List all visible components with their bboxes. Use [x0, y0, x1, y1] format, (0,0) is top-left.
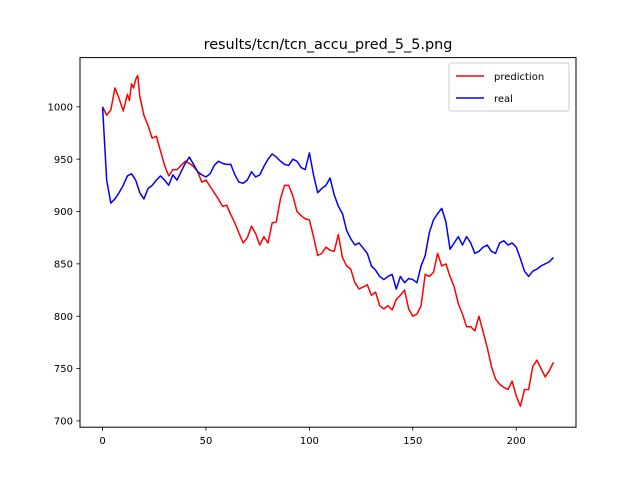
y-tick-label: 800	[54, 312, 73, 323]
series-line-prediction	[101, 74, 555, 408]
y-tick-label: 850	[54, 259, 73, 270]
legend-label-real: real	[494, 94, 513, 105]
chart-title: results/tcn/tcn_accu_pred_5_5.png	[204, 37, 453, 53]
y-tick-label: 900	[54, 207, 73, 218]
y-tick-label: 1000	[48, 102, 73, 113]
legend-box	[448, 62, 570, 112]
plot-area	[79, 57, 577, 428]
x-tick-label: 50	[200, 436, 213, 447]
x-tick-label: 100	[300, 436, 319, 447]
x-tick-label: 0	[99, 436, 105, 447]
y-tick-label: 950	[54, 155, 73, 166]
x-axis: 0 50 100 150 200	[99, 427, 526, 447]
legend-label-prediction: prediction	[494, 72, 544, 83]
y-tick-label: 750	[54, 364, 73, 375]
y-tick-label: 700	[54, 417, 73, 428]
series-line-real	[101, 106, 554, 290]
legend: prediction real	[448, 62, 570, 112]
x-tick-label: 150	[403, 436, 422, 447]
series-layer	[101, 74, 555, 408]
x-tick-label: 200	[507, 436, 526, 447]
y-axis: 700 750 800 850 900 950 1000	[48, 102, 80, 428]
